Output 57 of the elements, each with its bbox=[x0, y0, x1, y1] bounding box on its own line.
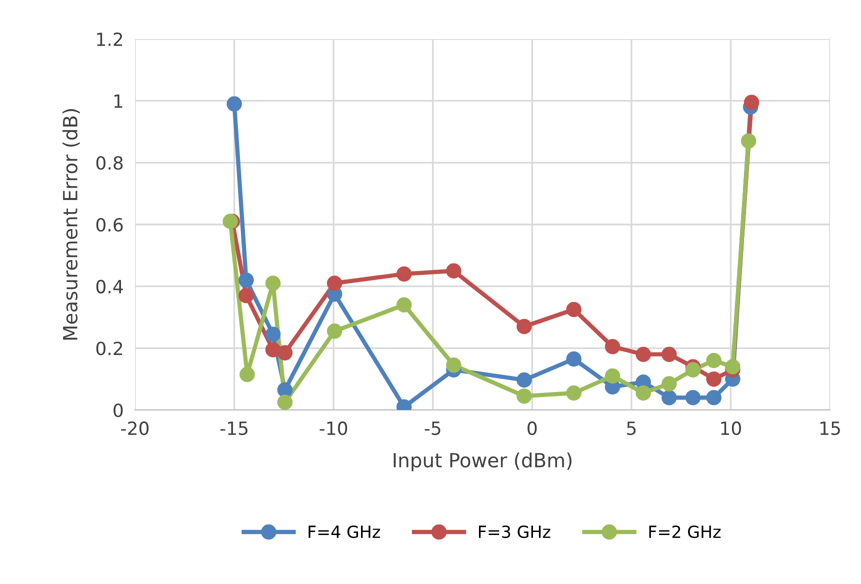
point bbox=[516, 318, 532, 334]
x-tick-label: -5 bbox=[424, 422, 440, 436]
x-tick-label: -10 bbox=[320, 421, 348, 436]
point bbox=[516, 388, 532, 404]
y-tick-label: 0.6 bbox=[96, 218, 123, 232]
point bbox=[566, 351, 582, 367]
point bbox=[604, 338, 620, 354]
point bbox=[396, 297, 412, 313]
point bbox=[636, 385, 651, 401]
y-axis-title: Measurement Error (dB) bbox=[62, 109, 80, 340]
point bbox=[396, 266, 412, 282]
x-tick-label: -15 bbox=[220, 422, 248, 436]
point bbox=[740, 133, 756, 149]
legend-label: F=3 GHz bbox=[478, 525, 550, 538]
point bbox=[265, 276, 281, 291]
point bbox=[238, 272, 254, 288]
x-axis-title: Input Power (dBm) bbox=[394, 452, 572, 472]
x-tick-label: 5 bbox=[627, 422, 636, 436]
point bbox=[685, 362, 701, 378]
point bbox=[685, 390, 701, 406]
point bbox=[446, 263, 462, 279]
x-tick-label: 0 bbox=[528, 421, 537, 436]
point bbox=[744, 94, 760, 110]
point bbox=[277, 394, 293, 410]
point bbox=[706, 352, 722, 368]
x-tick-label: 15 bbox=[820, 422, 840, 436]
point bbox=[326, 276, 342, 291]
point bbox=[706, 371, 722, 387]
point bbox=[662, 346, 677, 362]
point bbox=[566, 385, 582, 401]
point bbox=[240, 366, 255, 382]
point bbox=[446, 358, 462, 373]
point bbox=[326, 324, 342, 339]
point bbox=[604, 368, 620, 384]
y-tick-label: 1.2 bbox=[97, 32, 122, 46]
point bbox=[725, 359, 740, 374]
y-tick-label: 0.2 bbox=[96, 342, 122, 356]
legend-label: F=4 GHz bbox=[308, 525, 380, 538]
x-tick-label: 10 bbox=[721, 421, 742, 436]
y-tick-label: 1 bbox=[114, 94, 122, 108]
point bbox=[277, 345, 293, 360]
point bbox=[238, 288, 254, 304]
point bbox=[265, 326, 281, 342]
y-tick-label: 0.8 bbox=[96, 156, 123, 170]
point bbox=[226, 96, 242, 112]
point bbox=[516, 372, 532, 388]
x-tick-label: -20 bbox=[121, 421, 149, 436]
point bbox=[662, 390, 677, 406]
point bbox=[277, 382, 293, 398]
point bbox=[706, 390, 722, 406]
y-tick-label: 0.4 bbox=[96, 280, 123, 294]
point bbox=[566, 302, 582, 318]
legend-label: F=2 GHz bbox=[649, 525, 721, 538]
point bbox=[265, 342, 281, 358]
y-tick-label: 0 bbox=[114, 403, 123, 418]
point bbox=[662, 376, 677, 392]
point bbox=[636, 346, 651, 362]
